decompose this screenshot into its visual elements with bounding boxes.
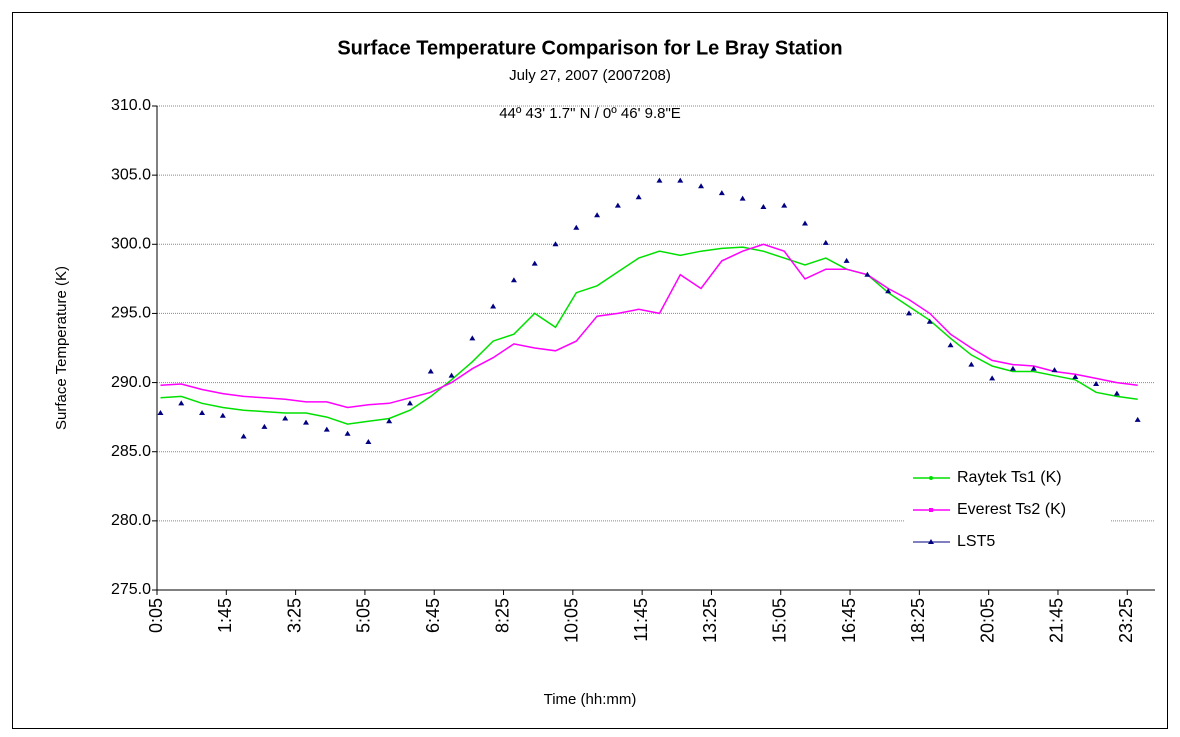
y-tick-label: 280.0 — [111, 512, 151, 529]
series-line — [160, 246, 1138, 425]
y-tick-label: 305.0 — [111, 166, 151, 183]
legend-label: Everest Ts2 (K) — [957, 501, 1066, 518]
y-tick-label: 300.0 — [111, 236, 151, 253]
data-point — [344, 430, 351, 436]
data-point — [157, 409, 164, 415]
data-point — [510, 277, 517, 283]
data-point — [864, 271, 871, 277]
data-point — [219, 412, 226, 418]
data-point — [1072, 374, 1079, 380]
data-point — [885, 288, 892, 294]
data-point — [718, 190, 725, 196]
x-tick-label: 23:25 — [1116, 598, 1136, 643]
data-point — [386, 418, 393, 424]
data-point — [947, 342, 954, 348]
x-tick-label: 3:25 — [284, 598, 304, 633]
data-point — [261, 423, 268, 429]
x-tick-label: 10:05 — [562, 598, 582, 643]
data-point — [843, 257, 850, 263]
data-point — [282, 415, 289, 421]
legend-marker — [929, 508, 933, 512]
data-point — [406, 400, 413, 406]
x-tick-label: 21:45 — [1047, 598, 1067, 643]
legend-marker — [928, 539, 934, 544]
data-point — [469, 335, 476, 341]
data-point — [822, 239, 829, 245]
series-line — [160, 243, 1138, 409]
x-tick-label: 20:05 — [977, 598, 997, 643]
data-point — [698, 183, 705, 189]
data-point — [760, 203, 767, 209]
data-point — [677, 177, 684, 183]
data-point — [594, 212, 601, 218]
data-point — [448, 372, 455, 378]
chart-subtitle: July 27, 2007 (2007208) — [509, 67, 671, 84]
x-tick-label: 13:25 — [700, 598, 720, 643]
data-point — [739, 195, 746, 201]
x-tick-label: 8:25 — [492, 598, 512, 633]
legend-marker — [929, 476, 933, 480]
x-tick-label: 5:05 — [354, 598, 374, 633]
data-point — [781, 202, 788, 208]
data-point — [365, 439, 372, 445]
data-point — [1030, 365, 1037, 371]
data-point — [303, 419, 310, 425]
data-point — [1113, 390, 1120, 396]
annotation: 44º 43' 1.7" N / 0º 46' 9.8"E — [499, 105, 681, 122]
data-point — [573, 224, 580, 230]
data-point — [1009, 365, 1016, 371]
data-point — [552, 241, 559, 247]
y-axis-title: Surface Temperature (K) — [53, 266, 70, 430]
data-point — [968, 361, 975, 367]
y-tick-label: 295.0 — [111, 305, 151, 322]
chart-frame — [12, 12, 1168, 729]
data-point — [199, 409, 206, 415]
x-tick-label: 11:45 — [631, 598, 651, 642]
data-point — [178, 400, 185, 406]
y-tick-label: 310.0 — [111, 97, 151, 114]
y-tick-label: 285.0 — [111, 443, 151, 460]
y-tick-label: 275.0 — [111, 581, 151, 598]
data-point — [1051, 367, 1058, 373]
data-point — [1093, 380, 1100, 386]
x-tick-label: 15:05 — [770, 598, 790, 643]
data-point — [1134, 416, 1141, 422]
x-tick-label: 1:45 — [215, 598, 235, 633]
legend-label: Raytek Ts1 (K) — [957, 469, 1062, 486]
x-tick-label: 18:25 — [908, 598, 928, 643]
data-point — [427, 368, 434, 374]
data-point — [926, 318, 933, 324]
data-point — [531, 260, 538, 266]
legend-box — [905, 460, 1110, 555]
x-tick-label: 6:45 — [423, 598, 443, 633]
chart-title: Surface Temperature Comparison for Le Br… — [337, 37, 842, 59]
x-tick-label: 0:05 — [146, 598, 166, 633]
data-point — [240, 433, 247, 439]
data-point — [656, 177, 663, 183]
data-point — [802, 220, 809, 226]
data-point — [635, 194, 642, 200]
data-point — [490, 303, 497, 309]
data-point — [989, 375, 996, 381]
data-point — [614, 202, 621, 208]
y-tick-label: 290.0 — [111, 374, 151, 391]
x-axis-title: Time (hh:mm) — [544, 691, 637, 708]
data-point — [905, 310, 912, 316]
x-tick-label: 16:45 — [839, 598, 859, 643]
legend-label: LST5 — [957, 533, 995, 550]
data-point — [323, 426, 330, 432]
